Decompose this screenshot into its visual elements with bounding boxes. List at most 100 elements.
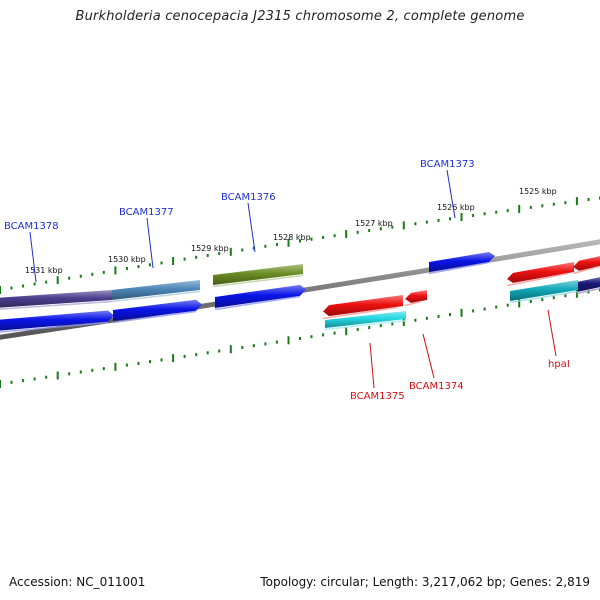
gene-feature-shadow: [576, 287, 600, 295]
gene-feature-shadow: [322, 306, 398, 320]
outer-minor-tick: [195, 255, 198, 259]
inner-minor-tick: [264, 342, 267, 346]
outer-minor-tick: [483, 212, 486, 216]
inner-minor-tick: [495, 305, 498, 309]
gene-label-bcam1375[interactable]: BCAM1375: [350, 391, 405, 402]
gene-feature-f7: [429, 252, 495, 272]
tick-label-group: 1531 kbp 1530 kbp 1529 kbp 1528 kbp 1527 kbp…: [25, 187, 557, 275]
inner-minor-tick: [506, 303, 509, 307]
inner-minor-tick: [102, 367, 105, 371]
outer-major-tick: [575, 197, 578, 206]
outer-minor-tick: [206, 253, 209, 257]
gene-label-bcam1377[interactable]: BCAM1377: [119, 207, 174, 218]
inner-minor-tick: [299, 337, 301, 340]
tick-label: 1526 kbp: [437, 203, 475, 212]
gene-label-bcam1378[interactable]: BCAM1378: [4, 221, 59, 232]
inner-minor-tick: [45, 375, 48, 379]
inner-minor-tick: [22, 379, 25, 383]
tick-label: 1531 kbp: [25, 266, 63, 275]
gene-callout-line: [446, 169, 456, 219]
inner-major-tick: [575, 289, 578, 298]
inner-major-tick: [0, 380, 1, 388]
inner-major-tick: [114, 362, 117, 371]
inner-minor-tick: [368, 326, 371, 330]
outer-major-tick: [0, 286, 1, 294]
gene-label-hpai[interactable]: hpaI: [548, 359, 570, 370]
outer-minor-tick: [310, 237, 313, 241]
outer-major-tick: [460, 213, 463, 222]
outer-minor-tick: [91, 272, 94, 276]
accession-text: Accession: NC_011001: [9, 575, 146, 589]
gene-feature-f8: [323, 295, 403, 317]
gene-feature-f6: [215, 284, 306, 308]
outer-minor-tick: [264, 244, 267, 248]
outer-minor-tick: [391, 225, 394, 229]
gene-feature-f2: [112, 280, 200, 300]
inner-minor-tick: [472, 309, 475, 313]
outer-minor-tick: [541, 204, 544, 208]
gene-feature-shadow: [572, 265, 600, 275]
outer-minor-tick: [587, 198, 590, 201]
topology-summary: Topology: circular; Length: 3,217,062 bp…: [260, 575, 590, 589]
gene-feature-f12: [577, 277, 600, 292]
outer-minor-tick: [125, 267, 128, 270]
gene-feature-shadow: [212, 274, 304, 288]
outer-major-tick: [345, 230, 348, 238]
gene-feature-shadow: [506, 272, 569, 287]
gene-feature-f11: [573, 256, 600, 271]
gene-feature-f10: [507, 262, 574, 283]
gene-label-bcam1374[interactable]: BCAM1374: [409, 381, 464, 392]
outer-minor-tick: [368, 229, 371, 232]
gene-feature-shadow: [0, 300, 113, 310]
outer-minor-tick: [183, 257, 186, 261]
inner-major-tick: [345, 327, 348, 336]
outer-minor-tick: [79, 274, 82, 278]
outer-tick-ruler: [0, 196, 600, 294]
inner-minor-tick: [541, 298, 544, 302]
outer-minor-tick: [425, 220, 428, 224]
outer-minor-tick: [218, 252, 221, 256]
inner-minor-tick: [241, 346, 244, 349]
inner-major-tick: [229, 345, 232, 354]
gene-feature-f9: [405, 290, 427, 303]
inner-minor-tick: [425, 316, 428, 320]
gene-label-bcam1376[interactable]: BCAM1376: [221, 192, 276, 203]
inner-minor-tick: [10, 380, 13, 384]
outer-minor-tick: [160, 261, 163, 265]
inner-minor-tick: [218, 349, 221, 353]
outer-minor-tick: [10, 286, 13, 290]
inner-minor-tick: [195, 353, 198, 357]
outer-minor-tick: [252, 246, 255, 250]
feature-group: [0, 252, 600, 333]
inner-minor-tick: [137, 361, 140, 365]
tick-label: 1527 kbp: [355, 219, 393, 228]
outer-minor-tick: [449, 217, 451, 221]
inner-minor-tick: [449, 313, 451, 317]
outer-minor-tick: [33, 282, 36, 286]
inner-minor-tick: [483, 307, 486, 311]
tick-label: 1530 kbp: [108, 255, 146, 264]
inner-minor-tick: [160, 358, 163, 362]
outer-minor-tick: [333, 234, 336, 238]
inner-major-tick: [460, 308, 463, 317]
gene-feature-f1: [0, 290, 112, 308]
inner-minor-tick: [587, 290, 590, 294]
inner-minor-tick: [564, 294, 567, 298]
inner-minor-tick: [322, 333, 325, 337]
outer-major-tick: [229, 247, 232, 256]
inner-major-tick: [287, 336, 290, 345]
gene-feature-shadow: [509, 290, 579, 304]
gene-feature-shadow: [404, 300, 422, 307]
inner-minor-tick: [333, 331, 336, 335]
outer-major-tick: [287, 238, 290, 247]
inner-tick-ruler: [0, 288, 600, 388]
outer-minor-tick: [299, 239, 301, 243]
gene-callout-line: [29, 231, 37, 283]
outer-minor-tick: [22, 284, 25, 288]
gene-label-bcam1373[interactable]: BCAM1373: [420, 159, 475, 170]
inner-major-tick: [402, 318, 405, 327]
inner-major-tick: [518, 299, 521, 308]
gene-feature-f13: [325, 311, 406, 328]
outer-minor-tick: [68, 276, 71, 280]
